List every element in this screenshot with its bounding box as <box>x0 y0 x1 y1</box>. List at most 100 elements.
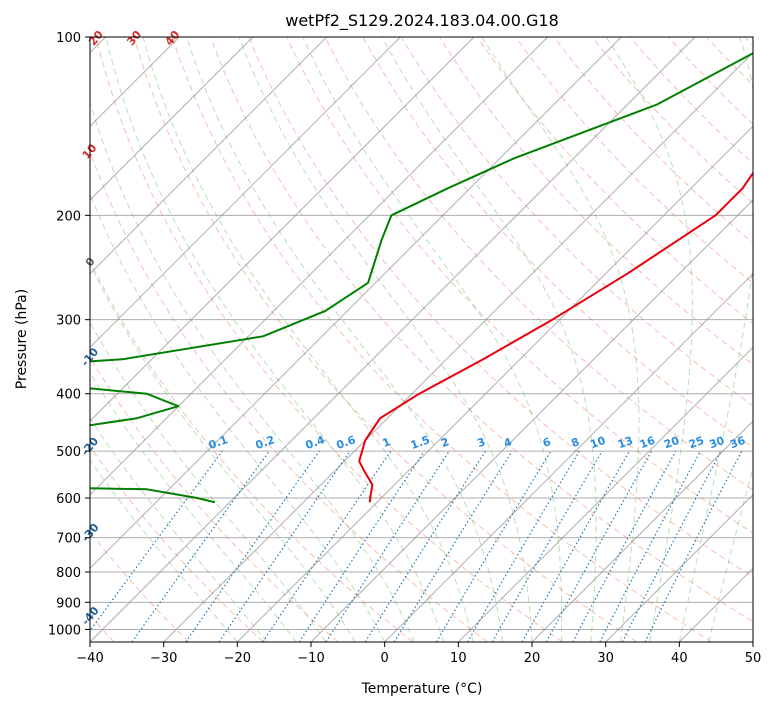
moist-adiabat-line <box>90 371 297 642</box>
dry-adiabat-label: 30 <box>124 28 144 48</box>
mixing-ratio-label: 30 <box>707 434 726 452</box>
mixing-ratio-label: 25 <box>687 434 706 451</box>
dry-adiabat-label: -40 <box>79 604 102 628</box>
x-tick-label: −20 <box>224 651 251 666</box>
moist-adiabat-line <box>105 37 445 642</box>
mixing-ratio-label: 10 <box>589 434 608 452</box>
mixing-ratio-label: 8 <box>569 435 581 450</box>
dry-adiabat-line <box>553 37 753 244</box>
isotherm-line <box>90 37 254 201</box>
background-lines <box>90 37 753 642</box>
mixing-ratio-line <box>185 450 320 642</box>
x-tick-label: −30 <box>150 651 177 666</box>
sounding-traces <box>90 52 753 504</box>
y-tick-label: 1000 <box>48 623 81 638</box>
moist-adiabat-line <box>90 262 356 642</box>
mixing-ratio-label: 20 <box>662 434 681 452</box>
mixing-ratio-line <box>262 450 392 642</box>
dry-adiabat-label: 40 <box>163 28 183 48</box>
x-tick-label: 0 <box>381 651 389 666</box>
x-tick-label: −40 <box>76 651 103 666</box>
dry-adiabat-line <box>90 259 414 642</box>
y-tick-label: 100 <box>56 31 81 46</box>
y-tick-label: 700 <box>56 532 81 547</box>
moist-adiabat-line <box>481 37 640 642</box>
mixing-ratio-line <box>545 450 653 642</box>
isotherm-line <box>310 199 753 642</box>
isotherm-line <box>457 346 753 642</box>
y-tick-label: 400 <box>56 388 81 403</box>
moist-adiabat-line <box>605 37 693 642</box>
dry-adiabat-line <box>515 37 753 284</box>
isotherm-line <box>163 51 753 642</box>
series-line-0 <box>358 171 753 503</box>
x-axis-label: Temperature (°C) <box>361 681 483 697</box>
dry-adiabat-label: -30 <box>79 521 102 545</box>
dry-adiabat-line <box>477 37 753 325</box>
dry-adiabat-line <box>591 37 753 204</box>
isotherm-line <box>90 37 696 642</box>
isotherm-line <box>752 641 753 642</box>
dry-adiabat-line <box>171 37 712 642</box>
dry-adiabat-line <box>629 37 753 165</box>
x-tick-label: 10 <box>450 651 467 666</box>
mixing-ratio-line <box>90 450 223 632</box>
mixing-ratio-line <box>521 450 631 642</box>
x-tick-label: 30 <box>597 651 614 666</box>
mixing-ratio-label: 2 <box>439 435 451 450</box>
mixing-ratio-line <box>572 450 677 642</box>
moist-adiabat-line <box>90 192 386 642</box>
dry-adiabat-line <box>90 445 264 642</box>
y-tick-label: 500 <box>56 445 81 460</box>
moist-adiabat-line <box>302 37 563 642</box>
moist-adiabat-line <box>142 37 474 642</box>
plot-frame <box>89 36 754 643</box>
mixing-ratio-label: 0.4 <box>304 433 327 452</box>
isotherm-line <box>90 37 622 570</box>
mixing-ratio-label: 16 <box>638 434 657 452</box>
dry-adiabat-label: 20 <box>86 28 106 48</box>
x-tick-label: −10 <box>297 651 324 666</box>
mixing-ratio-line <box>218 450 351 642</box>
dry-adiabat-line <box>324 37 753 491</box>
x-tick-label: 50 <box>745 651 762 666</box>
mixing-ratio-line <box>364 450 486 642</box>
mixing-ratio-line <box>298 450 425 642</box>
dry-adiabat-line <box>706 37 753 86</box>
mixing-ratio-label: 36 <box>728 434 747 452</box>
moist-adiabat-line <box>90 459 238 642</box>
mixing-ratio-label: 1.5 <box>409 433 432 452</box>
mixing-ratio-line <box>466 450 580 642</box>
mixing-ratio-line <box>393 450 513 642</box>
mixing-ratio-line <box>599 450 702 642</box>
y-tick-label: 200 <box>56 209 81 224</box>
chart-title: wetPf2_S129.2024.183.04.00.G18 <box>285 11 559 31</box>
mixing-ratio-label: 4 <box>502 435 514 450</box>
isotherm-line <box>90 37 328 275</box>
moist-adiabat-line <box>678 37 753 642</box>
isotherm-line <box>236 125 753 642</box>
mixing-ratio-line <box>644 450 743 642</box>
dry-adiabat-line <box>744 37 753 47</box>
y-tick-label: 900 <box>56 596 81 611</box>
x-tick-label: 20 <box>524 651 541 666</box>
mixing-ratio-label: 0.1 <box>207 433 230 452</box>
y-axis-label: Pressure (hPa) <box>14 289 30 389</box>
isotherm-line <box>90 37 475 422</box>
isotherm-line <box>384 272 753 642</box>
dry-adiabat-line <box>668 37 753 125</box>
x-axis: −40 −30 −20 −10 0 10 20 30 40 50 <box>76 642 761 666</box>
mixing-ratio-line <box>325 450 450 642</box>
moist-adiabat-line <box>90 100 415 642</box>
isotherm-line <box>678 567 753 642</box>
dry-adiabat-line <box>248 37 753 578</box>
dry-adiabat-line <box>90 356 339 642</box>
y-tick-label: 300 <box>56 314 81 329</box>
series-line-1 <box>90 52 753 504</box>
moist-adiabat-line <box>708 465 753 642</box>
mixing-ratio-label: 0.6 <box>335 433 358 452</box>
y-axis: 100 200 300 400 500 600 700 800 900 1000 <box>48 31 90 638</box>
isotherm-line <box>531 420 753 642</box>
dry-adiabat-line <box>400 37 753 407</box>
